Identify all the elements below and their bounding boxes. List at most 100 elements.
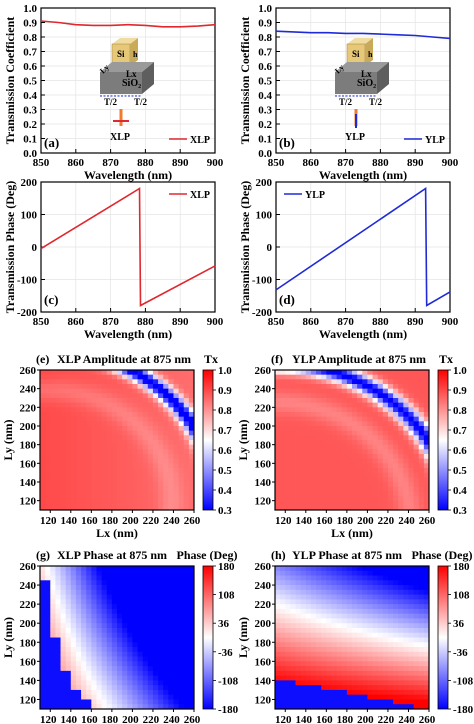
heatmap-cell: [321, 589, 327, 595]
heatmap-cell: [300, 463, 307, 469]
heatmap-cell: [305, 454, 312, 460]
heatmap-cell: [418, 608, 425, 615]
heatmap-cell: [137, 496, 144, 502]
heatmap-cell: [65, 585, 72, 591]
heatmap-cell: [387, 463, 394, 469]
heatmap-cell: [408, 370, 414, 376]
heatmap-cell: [275, 566, 281, 572]
y-tick-label: 0.9: [258, 18, 272, 30]
heatmap-cell: [127, 496, 133, 502]
x-axis-label: Wavelength (nm): [319, 327, 407, 341]
heatmap-cell: [398, 689, 404, 696]
heatmap-cell: [45, 627, 51, 634]
heatmap-cell: [413, 689, 420, 696]
heatmap-cell: [352, 589, 358, 595]
heatmap-cell: [387, 680, 394, 686]
heatmap-cell: [86, 566, 92, 572]
heatmap-cell: [60, 647, 67, 653]
heatmap-cell: [336, 463, 343, 469]
heatmap-cell: [111, 566, 118, 572]
heatmap-cell: [137, 694, 144, 700]
heatmap-cell: [117, 680, 123, 686]
heatmap-cell: [393, 670, 399, 677]
heatmap-cell: [382, 370, 389, 376]
heatmap-cell: [122, 398, 128, 404]
heatmap-cell: [188, 435, 195, 441]
heatmap-cell: [346, 463, 353, 469]
heatmap-cell: [137, 675, 144, 681]
heatmap-cell: [158, 566, 164, 572]
heatmap-cell: [321, 468, 327, 474]
heatmap-cell: [423, 491, 430, 497]
heatmap-cell: [117, 430, 123, 436]
heatmap-cell: [81, 656, 87, 662]
heatmap-cell: [326, 458, 332, 464]
heatmap-cell: [142, 599, 149, 605]
heatmap-cell: [81, 421, 87, 427]
heatmap-cell: [188, 384, 195, 390]
heatmap-cell: [70, 454, 77, 460]
heatmap-cell: [372, 651, 379, 657]
heatmap-cell: [91, 402, 97, 408]
heatmap-cell: [408, 505, 414, 511]
heatmap-cell: [423, 651, 430, 657]
heatmap-cell: [336, 666, 343, 672]
heatmap-cell: [418, 426, 425, 432]
heatmap-cell: [96, 388, 102, 394]
heatmap-cell: [403, 463, 409, 469]
heatmap-cell: [158, 486, 164, 492]
heatmap-cell: [86, 618, 92, 624]
heatmap-cell: [280, 661, 286, 667]
heatmap-cell: [81, 580, 87, 586]
heatmap-cell: [132, 647, 138, 653]
heatmap-cell: [188, 440, 195, 446]
heatmap-cell: [178, 599, 185, 605]
heatmap-cell: [163, 675, 169, 681]
heatmap-cell: [122, 449, 128, 455]
heatmap-cell: [357, 496, 363, 502]
heatmap-cell: [357, 407, 363, 413]
heatmap-cell: [122, 689, 128, 696]
heatmap-cell: [362, 575, 368, 581]
heatmap-cell: [393, 613, 399, 619]
heatmap-cell: [346, 623, 353, 629]
heatmap-cell: [418, 575, 425, 581]
heatmap-cell: [393, 449, 399, 455]
heatmap-cell: [127, 379, 133, 385]
heatmap-cell: [142, 468, 149, 474]
heatmap-cell: [387, 656, 394, 662]
heatmap-cell: [398, 477, 404, 483]
heatmap-cell: [147, 496, 154, 502]
heatmap-cell: [387, 632, 394, 638]
heatmap-cell: [305, 594, 312, 600]
y-tick-label: 0: [32, 242, 38, 254]
heatmap-cell: [362, 393, 368, 399]
heatmap-cell: [382, 468, 389, 474]
heatmap-cell: [372, 604, 379, 610]
heatmap-cell: [423, 435, 430, 441]
heatmap-cell: [393, 370, 399, 376]
heatmap-cell: [280, 416, 286, 422]
heatmap-cell: [295, 454, 302, 460]
heatmap-cell: [40, 491, 46, 497]
heatmap-cell: [346, 589, 353, 595]
heatmap-cell: [81, 699, 87, 705]
heatmap-cell: [310, 618, 317, 624]
heatmap-cell: [106, 463, 113, 469]
heatmap-cell: [387, 486, 394, 492]
heatmap-cell: [173, 500, 179, 506]
heatmap-cell: [45, 496, 51, 502]
heatmap-cell: [65, 570, 72, 576]
heatmap-cell: [122, 468, 128, 474]
heatmap-cell: [45, 444, 51, 450]
y-tick-label: -200: [17, 307, 38, 319]
heatmap-cell: [310, 632, 317, 638]
heatmap-cell: [45, 604, 51, 610]
heatmap-cell: [285, 458, 291, 464]
x-tick-label: 120: [275, 515, 292, 527]
heatmap-cell: [290, 477, 296, 483]
heatmap-cell: [111, 627, 118, 634]
heatmap-cell: [40, 589, 46, 595]
heatmap-cell: [173, 505, 179, 511]
heatmap-cell: [280, 623, 286, 629]
